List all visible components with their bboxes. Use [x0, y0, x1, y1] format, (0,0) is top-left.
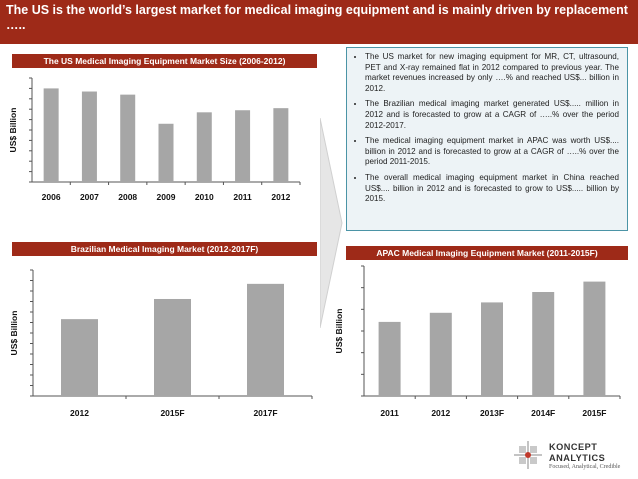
- x-tick-label: 2015F: [582, 408, 606, 418]
- bar-2009: [158, 123, 174, 182]
- koncept-analytics-logo: KONCEPT ANALYTICS Focused, Analytical, C…: [512, 437, 632, 475]
- us-bar-chart: US$ Billion 2006 2007 2008 2009 2010 2011 2012: [8, 77, 301, 202]
- logo-name: KONCEPT ANALYTICS: [549, 442, 606, 463]
- brazil-chart: US$ Billion 2012 2015F 2017F: [0, 262, 320, 430]
- bar-2014F: [532, 292, 555, 396]
- apac-chart: US$ Billion 2011 2012 2013F 2014F 2015F: [330, 262, 630, 430]
- y-axis-label: US$ Billion: [8, 108, 18, 153]
- slide-title: The US is the world’s largest market for…: [0, 0, 638, 44]
- x-tick-label: 2011: [380, 408, 399, 418]
- brazil-chart-title: Brazilian Medical Imaging Market (2012-2…: [12, 242, 317, 256]
- bar-2015F: [583, 281, 606, 396]
- x-tick-label: 2009: [157, 192, 176, 202]
- us-chart-title: The US Medical Imaging Equipment Market …: [12, 54, 317, 68]
- x-tick-label: 2013F: [480, 408, 504, 418]
- chevron-divider-icon: [319, 117, 344, 333]
- x-tick-label: 2012: [271, 192, 290, 202]
- x-tick-label: 2015F: [160, 408, 184, 418]
- bar-2017F: [247, 283, 284, 396]
- x-tick-label: 2011: [233, 192, 252, 202]
- bar-2012: [429, 312, 452, 396]
- bar-2010: [196, 112, 212, 182]
- bar-2011: [235, 110, 251, 182]
- bar-2008: [120, 94, 136, 182]
- bar-2015F: [154, 298, 191, 396]
- bar-2012: [61, 319, 98, 396]
- logo-mark-icon: [514, 441, 542, 469]
- x-tick-label: 2008: [118, 192, 137, 202]
- brazil-bar-chart: US$ Billion 2012 2015F 2017F: [9, 269, 313, 418]
- logo-tagline: Focused, Analytical, Credible: [549, 464, 621, 470]
- x-tick-label: 2010: [195, 192, 214, 202]
- bar-2012: [273, 108, 289, 182]
- key-findings-box: The US market for new imaging equipment …: [346, 47, 628, 231]
- apac-chart-title: APAC Medical Imaging Equipment Market (2…: [346, 246, 628, 260]
- note-brazil: The Brazilian medical imaging market gen…: [365, 99, 619, 131]
- x-tick-label: 2014F: [531, 408, 555, 418]
- note-us: The US market for new imaging equipment …: [365, 52, 619, 94]
- bar-2013F: [481, 302, 503, 396]
- x-tick-label: 2012: [70, 408, 89, 418]
- y-axis-label: US$ Billion: [334, 309, 344, 354]
- us-chart: US$ Billion 2006 2007 2008 2009 2010 2011 2012: [0, 72, 320, 220]
- y-axis-label: US$ Billion: [9, 311, 19, 356]
- bar-2007: [81, 91, 97, 182]
- note-china: The overall medical imaging equipment ma…: [365, 173, 619, 205]
- x-tick-label: 2017F: [253, 408, 277, 418]
- x-tick-label: 2007: [80, 192, 99, 202]
- note-apac: The medical imaging equipment market in …: [365, 136, 619, 168]
- bar-2011: [378, 321, 401, 396]
- bar-2006: [43, 88, 59, 182]
- x-tick-label: 2012: [431, 408, 450, 418]
- x-tick-label: 2006: [42, 192, 61, 202]
- apac-bar-chart: US$ Billion 2011 2012 2013F 2014F 2015F: [334, 265, 621, 418]
